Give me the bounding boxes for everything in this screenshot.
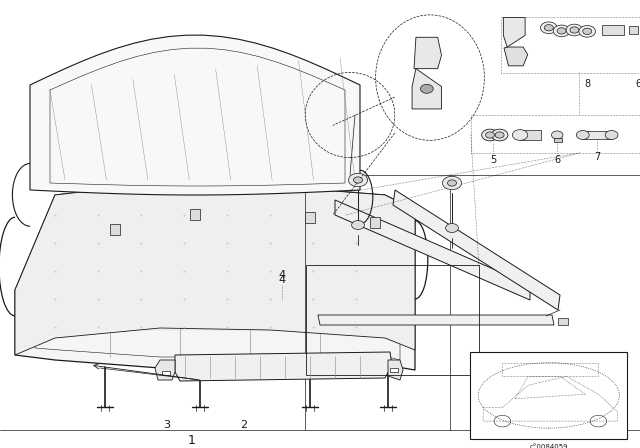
Text: c°0084059: c°0084059: [529, 444, 568, 448]
Bar: [306, 265, 479, 375]
Circle shape: [577, 130, 589, 139]
Circle shape: [605, 130, 618, 139]
Bar: [162, 370, 170, 375]
Circle shape: [513, 129, 528, 140]
Circle shape: [482, 129, 499, 141]
Bar: [520, 129, 541, 140]
Text: 4: 4: [278, 270, 285, 280]
Circle shape: [351, 220, 364, 229]
Text: 5: 5: [490, 155, 497, 165]
Text: 3: 3: [163, 420, 170, 430]
Polygon shape: [412, 69, 442, 109]
Polygon shape: [155, 360, 175, 380]
Bar: [629, 26, 638, 34]
Circle shape: [579, 26, 596, 37]
Bar: [370, 217, 380, 228]
Polygon shape: [393, 190, 560, 310]
Circle shape: [447, 180, 456, 186]
Bar: [558, 318, 568, 325]
Polygon shape: [15, 183, 415, 370]
Circle shape: [557, 28, 566, 34]
Circle shape: [495, 132, 504, 138]
Bar: [602, 25, 624, 35]
Text: 2: 2: [239, 420, 247, 430]
Polygon shape: [388, 360, 403, 380]
Circle shape: [492, 129, 508, 141]
Polygon shape: [318, 315, 554, 325]
Circle shape: [348, 173, 367, 187]
Polygon shape: [30, 35, 360, 195]
Text: 6: 6: [554, 155, 560, 165]
Circle shape: [442, 176, 461, 190]
Polygon shape: [335, 200, 530, 300]
Circle shape: [566, 24, 583, 36]
Circle shape: [445, 224, 458, 233]
Polygon shape: [15, 183, 415, 355]
Circle shape: [486, 132, 495, 138]
Text: 1: 1: [188, 434, 196, 447]
Bar: [190, 209, 200, 220]
Polygon shape: [504, 47, 528, 66]
Circle shape: [553, 25, 570, 37]
Circle shape: [570, 27, 579, 33]
Bar: [110, 224, 120, 235]
Bar: [554, 138, 562, 142]
Circle shape: [583, 28, 592, 34]
Text: 6: 6: [636, 79, 640, 89]
Bar: [471, 115, 640, 153]
Polygon shape: [414, 37, 442, 69]
Polygon shape: [175, 352, 392, 381]
Circle shape: [420, 84, 433, 93]
Bar: [470, 352, 627, 439]
Circle shape: [540, 22, 557, 34]
Circle shape: [353, 177, 362, 183]
Bar: [500, 17, 640, 73]
Bar: [390, 368, 397, 372]
Text: 8: 8: [584, 79, 590, 89]
Text: 4: 4: [278, 275, 285, 285]
Circle shape: [552, 131, 563, 139]
Circle shape: [545, 25, 554, 31]
Bar: [583, 130, 612, 139]
Bar: [305, 212, 315, 223]
Text: 7: 7: [594, 152, 600, 162]
Polygon shape: [504, 17, 525, 47]
